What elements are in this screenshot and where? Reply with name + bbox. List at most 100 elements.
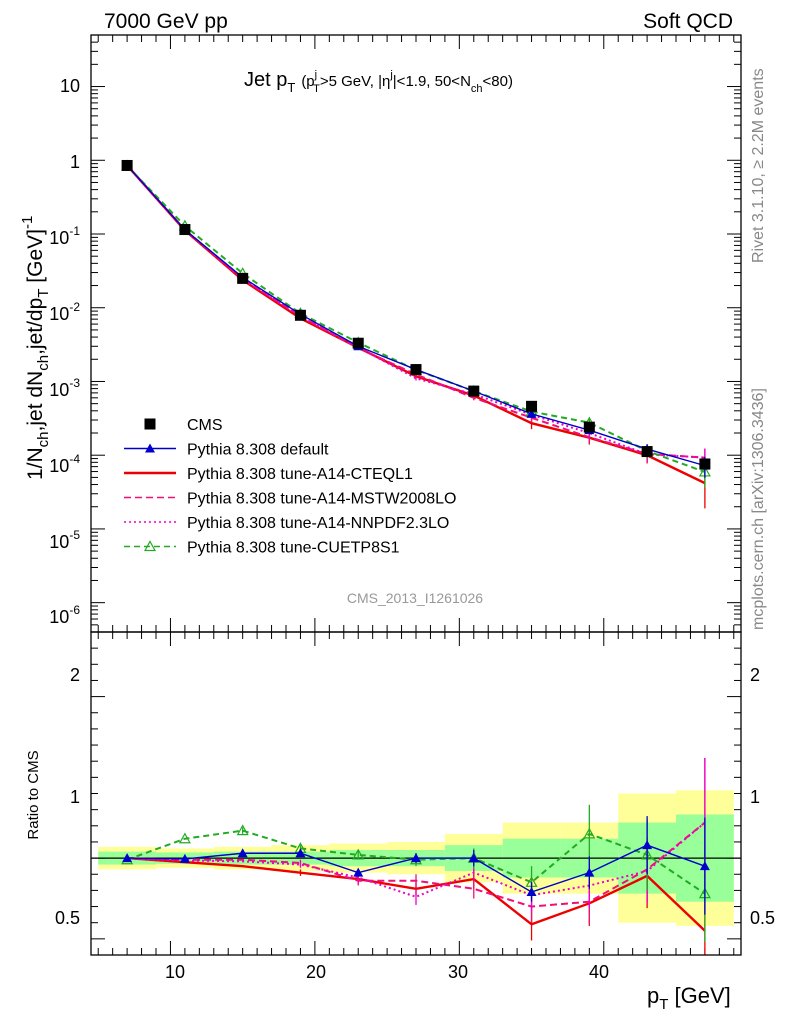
data-point-10 (699, 458, 711, 470)
xtick-label-30: 30 (448, 962, 468, 982)
main-ylabel: 1/Nch,jet dNch,jet/dpT [GeV]-1 (19, 216, 52, 480)
legend-label-1: Pythia 8.308 default (187, 442, 329, 459)
title-main: Jet p (244, 69, 287, 91)
x-axis-label: pT [GeV] (647, 983, 731, 1013)
ylabel-p3: ch (35, 355, 52, 371)
ratio-series-0 (122, 816, 710, 915)
ratio-marker-0-0 (122, 853, 133, 863)
legend-entry-2: Pythia 8.308 tune-A14-CTEQL1 (124, 466, 413, 483)
main-line-3 (126, 164, 705, 459)
ylabel-p5: T (35, 289, 52, 298)
data-point-4 (352, 337, 364, 349)
main-ytick-labels: 10 1 10-1 10-2 10-3 10-4 10-5 10-6 (49, 76, 80, 627)
legend-entry-1: Pythia 8.308 default (124, 442, 329, 459)
main-series-4 (121, 159, 711, 488)
ratio-ylabel: Ratio to CMS (25, 750, 42, 839)
ylabel-p7: -1 (19, 216, 36, 229)
ratio-marker-4-4 (352, 848, 365, 860)
ratio-ytick-labels: 2 1 0.5 2 1 0.5 (55, 665, 775, 928)
title-cuts-c: >5 GeV, |η (320, 73, 390, 90)
axis-ticks (91, 34, 741, 956)
ratio-ytick-05-right: 0.5 (750, 908, 775, 928)
legend-entry-3: Pythia 8.308 tune-A14-MSTW2008LO (124, 491, 456, 508)
ytick-label-1e-1: 10-1 (49, 224, 80, 248)
ratio-ytick-1-right: 1 (750, 787, 760, 807)
data-point-9 (641, 446, 653, 458)
ytick-label-1e-6: 10-6 (49, 603, 80, 627)
legend-entry-0: CMS (144, 417, 223, 434)
ratio-frame (90, 631, 742, 956)
mcplots-label: mcplots.cern.ch [arXiv:1306.3436] (750, 388, 767, 630)
main-line-1 (126, 164, 706, 485)
legend-marker-0 (144, 418, 156, 430)
xtick-label-10: 10 (165, 962, 185, 982)
ratio-marker-0-7 (526, 887, 537, 897)
xlabel-main: p (647, 983, 659, 1008)
ratio-marker-4-8 (583, 827, 596, 839)
title-cuts-d-sub: ch (471, 83, 483, 95)
ratio-marker-0-3 (295, 848, 306, 858)
ratio-marker-4-1 (178, 832, 191, 844)
xlabel-unit: [GeV] (668, 983, 730, 1008)
title-sub: T (287, 80, 295, 95)
ratio-ytick-1-left: 1 (70, 787, 80, 807)
ytick-label-1e-5: 10-5 (49, 528, 80, 552)
ratio-ytick-2-left: 2 (70, 665, 80, 685)
data-point-0 (121, 159, 133, 171)
ratio-ytick-05-left: 0.5 (55, 908, 80, 928)
ratio-marker-0-8 (584, 867, 595, 877)
data-point-6 (468, 385, 480, 397)
data-point-7 (526, 400, 538, 412)
ratio-marker-0-4 (353, 867, 364, 877)
plot-title: Jet pT (pj T>5 GeV, |ηj|<1.9, 50<Nch<80) (244, 69, 513, 95)
ratio-marker-0-2 (237, 848, 248, 858)
main-line-4 (126, 165, 706, 473)
legend-label-4: Pythia 8.308 tune-A14-NNPDF2.3LO (187, 515, 449, 532)
data-point-1 (179, 224, 191, 236)
ratio-marker-0-1 (179, 853, 190, 863)
title-cuts-e: <80) (483, 73, 513, 90)
ratio-series-layer (121, 757, 711, 955)
ratio-marker-4-2 (236, 824, 249, 836)
ratio-line-4 (126, 829, 706, 895)
ratio-marker-0-6 (468, 853, 479, 863)
legend-entry-5: Pythia 8.308 tune-CUETP8S1 (124, 540, 400, 557)
xtick-labels: 10 20 30 40 (165, 962, 609, 982)
header-left: 7000 GeV pp (104, 10, 228, 33)
legend-label-3: Pythia 8.308 tune-A14-MSTW2008LO (187, 491, 456, 508)
data-point-5 (410, 364, 422, 376)
ylabel-p2: ,jet dN (24, 371, 47, 432)
legend-entry-4: Pythia 8.308 tune-A14-NNPDF2.3LO (124, 515, 449, 532)
xlabel-sub: T (659, 996, 668, 1013)
legend: CMS Pythia 8.308 default Pythia 8.308 tune… (124, 417, 456, 557)
analysis-id: CMS_2013_I1261026 (347, 590, 483, 606)
title-cuts-d: |<1.9, 50<N (393, 73, 471, 90)
ratio-ytick-2-right: 2 (750, 665, 760, 685)
ytick-label-1e-4: 10-4 (49, 452, 80, 476)
ylabel-p0: 1/N (24, 447, 47, 480)
ratio-line-3 (127, 821, 706, 898)
main-line-2 (126, 164, 705, 459)
ylabel-p4: ,jet/dp (24, 298, 47, 355)
main-marker-0-7 (526, 408, 537, 418)
ytick-label-1e-3: 10-3 (49, 376, 80, 400)
xtick-label-20: 20 (306, 962, 326, 982)
legend-marker-5 (143, 540, 157, 552)
ylabel-p6: [GeV] (24, 229, 47, 289)
ratio-marker-0-9 (642, 840, 653, 850)
ytick-label-1e0: 1 (70, 152, 80, 172)
ratio-marker-0-10 (699, 861, 710, 871)
data-points (121, 159, 711, 470)
title-cuts-c-sup: j (389, 69, 392, 81)
header-right: Soft QCD (643, 10, 733, 33)
legend-label-0: CMS (187, 417, 223, 434)
ytick-label-1e1: 10 (60, 76, 80, 96)
main-series-layer (121, 159, 711, 509)
title-cuts-b-sup: j (314, 69, 317, 81)
legend-marker-1 (145, 443, 155, 453)
data-point-3 (294, 309, 306, 321)
title-cuts-b: T (313, 83, 320, 95)
legend-label-5: Pythia 8.308 tune-CUETP8S1 (187, 540, 400, 557)
